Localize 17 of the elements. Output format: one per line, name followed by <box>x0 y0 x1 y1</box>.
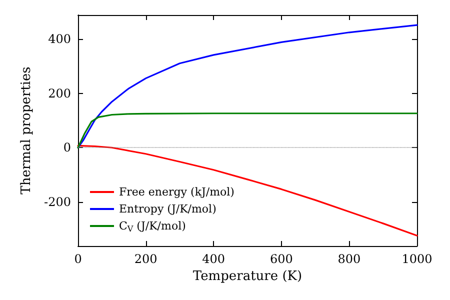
x-tick-label: 0 <box>74 252 82 266</box>
y-tick-label: -200 <box>44 194 71 209</box>
line-series <box>77 24 418 148</box>
line-series <box>77 112 418 148</box>
y-axis-title: Thermal properties <box>19 66 34 194</box>
x-tick-label: 1000 <box>402 252 432 266</box>
legend-label: Entropy (J/K/mol) <box>119 202 216 216</box>
x-axis-title: Temperature (K) <box>192 269 302 284</box>
line-series <box>77 144 418 236</box>
y-tick-label: 400 <box>48 32 71 46</box>
x-tick-label: 200 <box>134 252 158 266</box>
y-tick-label: 200 <box>48 86 71 100</box>
x-tick-label: 400 <box>202 252 226 266</box>
x-tick-label: 600 <box>270 252 293 266</box>
legend-label: Free energy (kJ/mol) <box>119 186 234 198</box>
y-tick-label: 0 <box>63 140 71 155</box>
x-tick-label: 800 <box>338 252 361 266</box>
